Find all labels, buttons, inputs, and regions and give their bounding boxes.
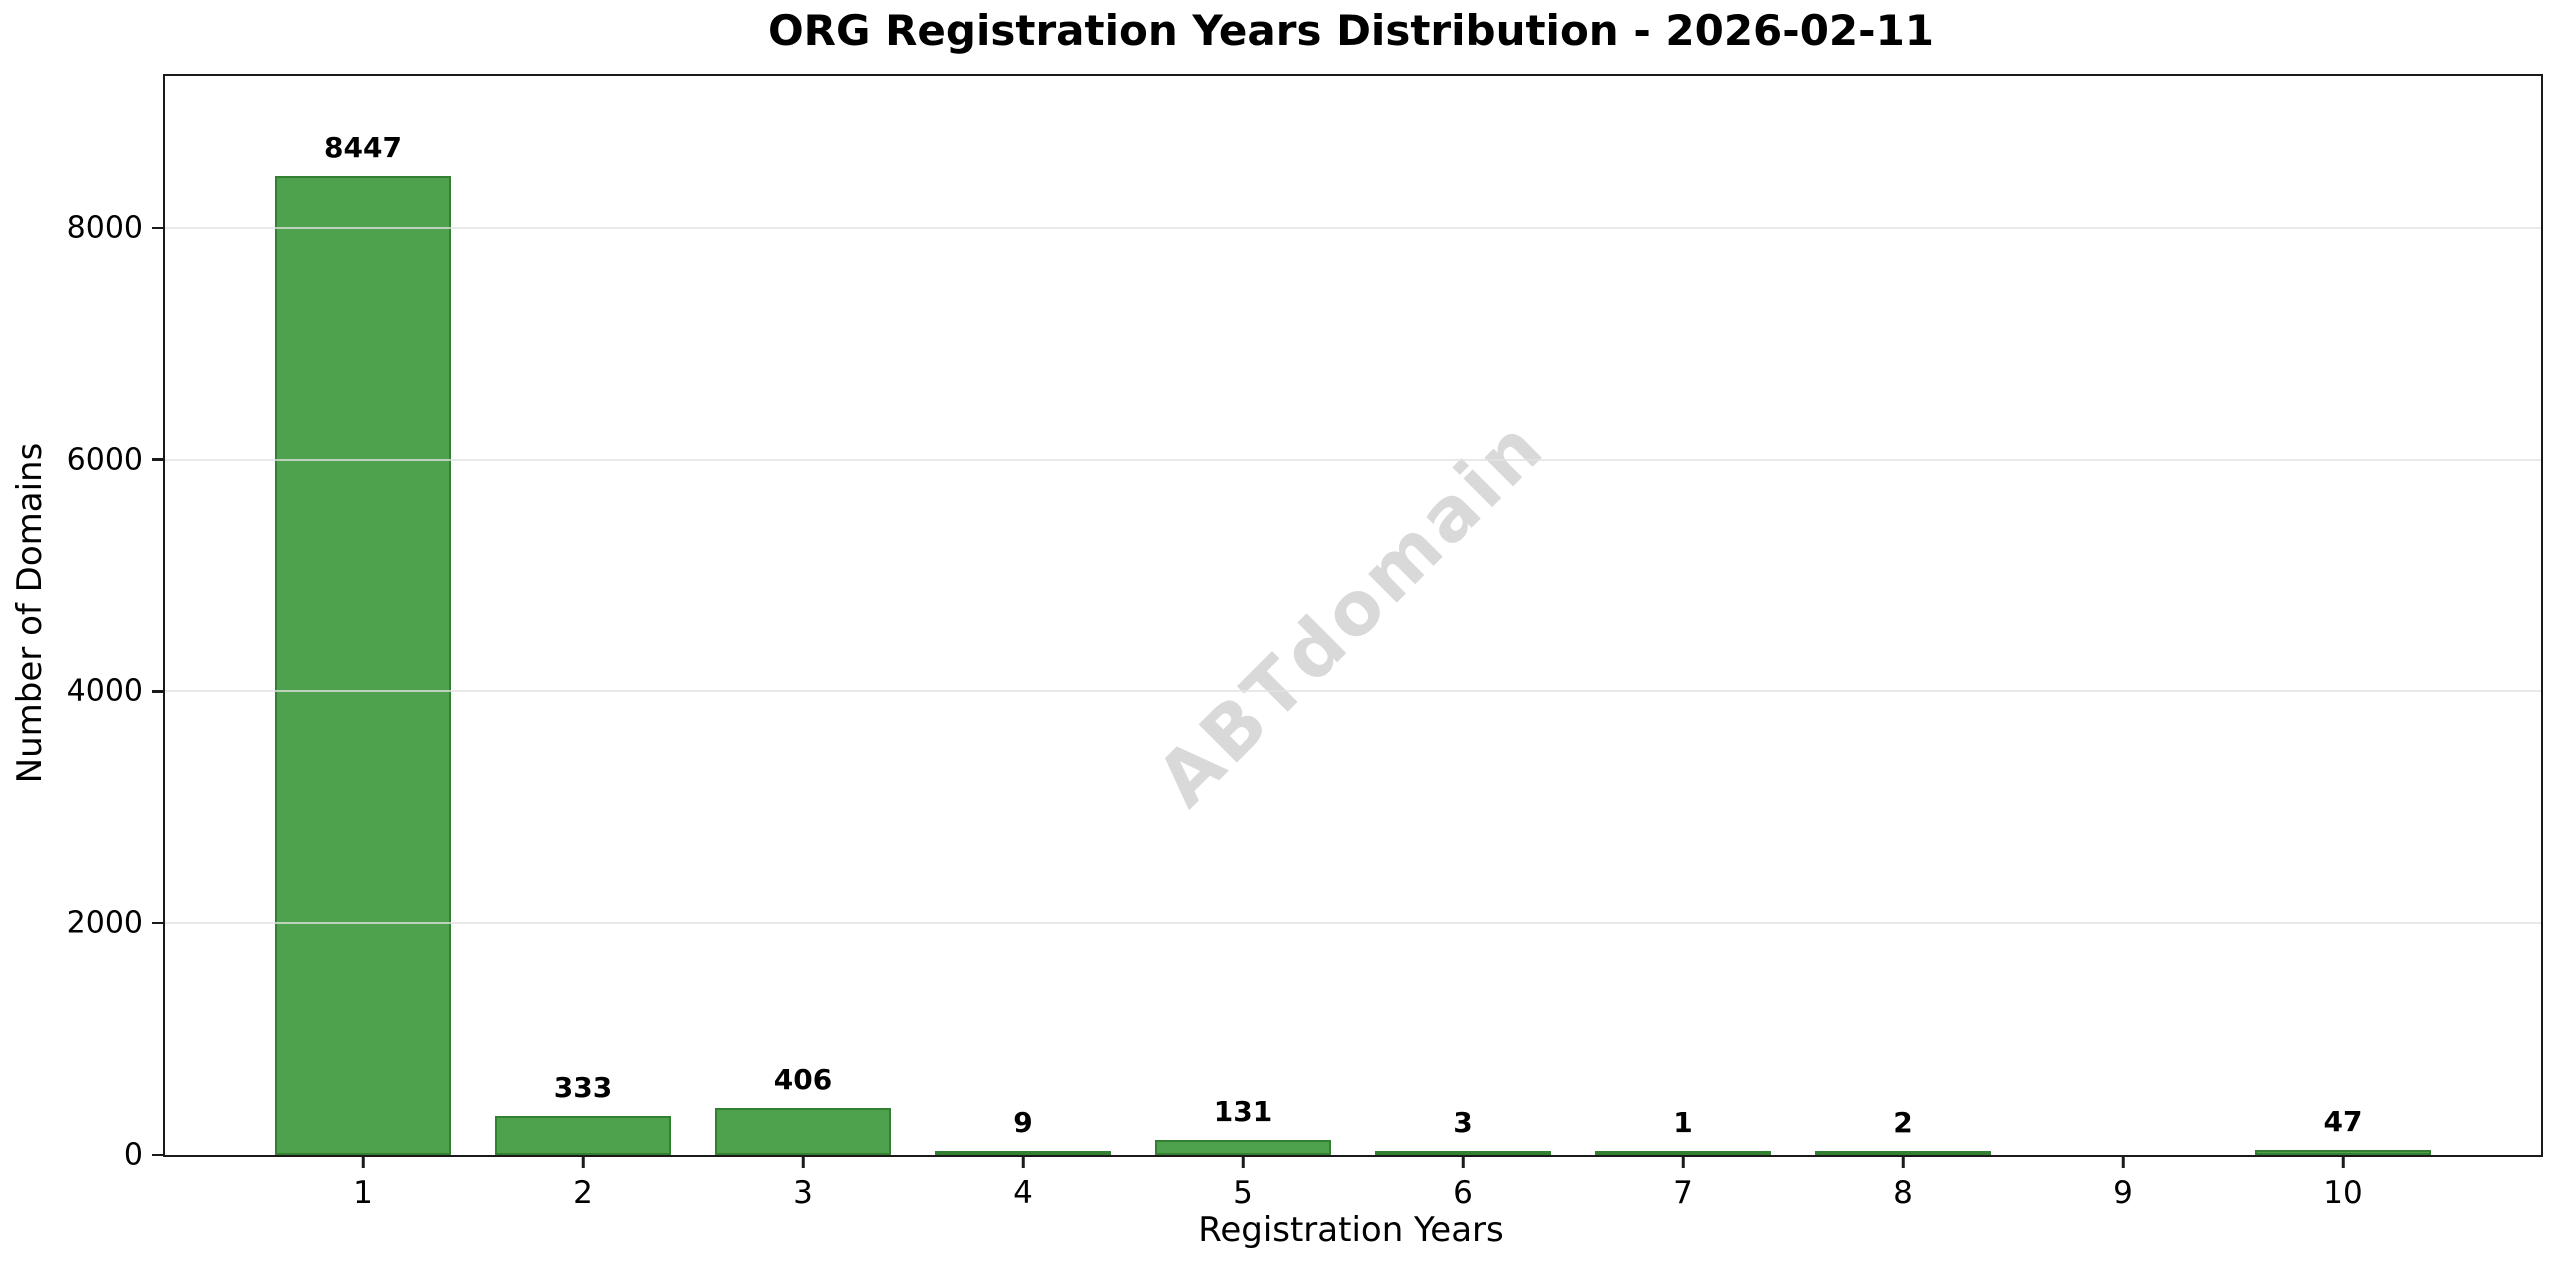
bar-year-4 [935, 1151, 1111, 1155]
y-tick-label: 0 [123, 1137, 143, 1173]
bar-year-8 [1815, 1151, 1991, 1155]
x-tick-label: 3 [793, 1175, 813, 1211]
bar-year-2 [495, 1116, 671, 1155]
chart-title: ORG Registration Years Distribution - 20… [767, 6, 1935, 55]
bar-year-7 [1595, 1151, 1771, 1155]
bar-value-label: 47 [2323, 1104, 2363, 1138]
y-tick-mark [152, 690, 165, 693]
y-tick-label: 6000 [66, 442, 143, 478]
x-tick-mark [1461, 1155, 1465, 1168]
x-tick-label: 6 [1453, 1175, 1473, 1211]
x-tick-mark [581, 1155, 585, 1168]
x-tick-label: 7 [1673, 1175, 1693, 1211]
y-tick-label: 8000 [66, 210, 143, 246]
x-tick-mark [801, 1155, 805, 1168]
x-tick-label: 5 [1233, 1175, 1253, 1211]
gridline-y-4000 [165, 690, 2541, 693]
y-axis-label: Number of Domains [10, 442, 50, 784]
bar-year-1 [275, 176, 451, 1155]
y-tick-mark [152, 921, 165, 925]
bar-year-6 [1375, 1151, 1551, 1155]
x-tick-label: 9 [2113, 1175, 2133, 1211]
x-tick-mark [1901, 1155, 1905, 1168]
x-tick-mark [2121, 1155, 2125, 1168]
x-tick-label: 2 [573, 1175, 593, 1211]
gridline-y-2000 [165, 922, 2541, 925]
x-tick-mark [361, 1155, 365, 1168]
bar-year-3 [715, 1107, 891, 1155]
x-tick-mark [2341, 1155, 2345, 1168]
y-tick-label: 2000 [66, 905, 143, 941]
x-tick-label: 8 [1893, 1175, 1913, 1211]
y-tick-mark [152, 226, 165, 230]
watermark-text: ABTdomain [1140, 402, 1561, 824]
bar-value-label: 8447 [324, 131, 402, 165]
bar-year-10 [2254, 1149, 2431, 1155]
bar-year-5 [1155, 1139, 1331, 1155]
bar-value-label: 333 [553, 1071, 613, 1105]
gridline-y-6000 [165, 458, 2541, 461]
y-tick-mark [152, 458, 165, 461]
bar-value-label: 1 [1673, 1106, 1693, 1139]
bar-value-label: 2 [1893, 1106, 1913, 1139]
bar-value-label: 9 [1013, 1106, 1033, 1139]
x-axis-label: Registration Years [1198, 1210, 1504, 1250]
bar-value-label: 3 [1453, 1106, 1473, 1139]
x-tick-mark [1681, 1155, 1685, 1168]
x-tick-mark [1241, 1155, 1245, 1168]
x-tick-mark [1021, 1155, 1025, 1168]
bar-value-label: 406 [773, 1062, 833, 1096]
x-tick-label: 1 [353, 1175, 373, 1211]
x-tick-label: 4 [1013, 1175, 1033, 1211]
x-tick-label: 10 [2323, 1175, 2363, 1211]
y-tick-label: 4000 [66, 673, 143, 709]
gridline-y-8000 [165, 226, 2541, 229]
y-tick-mark [152, 1153, 165, 1157]
plot-area: ABTdomain 8447 333 406 9 131 3 1 2 47 0 2000 4000 60… [67, 74, 2543, 1211]
bar-value-label: 131 [1213, 1094, 1273, 1128]
